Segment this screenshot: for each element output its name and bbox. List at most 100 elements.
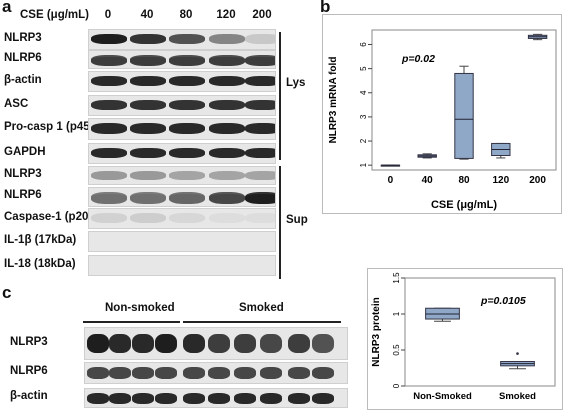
blot-row-label: ASC <box>4 97 29 110</box>
protein-band <box>245 55 275 66</box>
protein-band <box>288 367 310 379</box>
protein-band <box>209 213 245 223</box>
protein-band <box>209 148 245 158</box>
protein-band <box>169 148 205 158</box>
y-tick-label: 0 <box>392 383 401 388</box>
y-tick-label: 3 <box>359 114 368 119</box>
blot-row-label: β-actin <box>10 390 48 402</box>
protein-band <box>155 367 177 379</box>
blot-strip <box>84 388 348 408</box>
protein-band <box>91 148 127 158</box>
cse-header: CSE (μg/mL) <box>20 9 90 21</box>
protein-band <box>130 76 166 86</box>
protein-band <box>109 367 131 379</box>
protein-band <box>245 148 275 158</box>
category-label: 40 <box>422 175 434 186</box>
protein-band <box>208 367 230 379</box>
protein-band <box>183 334 205 353</box>
protein-band <box>209 123 245 134</box>
y-tick-label: 6 <box>359 42 368 47</box>
protein-band <box>130 55 166 66</box>
protein-band <box>132 393 154 404</box>
blot-row-label: GAPDH <box>4 145 46 158</box>
protein-band <box>209 34 245 44</box>
protein-band <box>130 148 166 158</box>
protein-band <box>260 334 282 353</box>
sup-label: Sup <box>286 214 308 226</box>
non-smoked-group-line <box>83 321 180 323</box>
y-tick-label: 1 <box>392 311 401 316</box>
blot-strip <box>88 187 276 207</box>
protein-band <box>209 100 245 110</box>
y-axis-label: NLRP3 protein <box>371 297 382 366</box>
protein-band <box>91 100 127 110</box>
y-tick-label: 1 <box>359 162 368 167</box>
protein-band <box>208 334 230 353</box>
blot-strip <box>88 71 276 92</box>
protein-band <box>288 334 310 353</box>
outlier-point <box>516 352 519 355</box>
concentration-label: 0 <box>104 9 112 21</box>
protein-band <box>91 171 127 180</box>
p-value-label: p=0.02 <box>401 53 435 65</box>
y-tick-label: 4 <box>359 90 368 95</box>
protein-band <box>87 334 109 353</box>
protein-band <box>130 171 166 180</box>
concentration-label: 200 <box>252 9 272 21</box>
protein-band <box>260 393 282 404</box>
protein-band <box>169 76 205 86</box>
protein-band <box>155 334 177 353</box>
protein-band <box>130 192 166 204</box>
protein-band <box>169 100 205 110</box>
protein-band <box>183 393 205 404</box>
protein-band <box>130 123 166 134</box>
blot-strip <box>88 29 276 50</box>
blot-row-label: NLRP3 <box>4 167 42 180</box>
blot-row-label: IL-18 (18kDa) <box>4 257 76 270</box>
protein-band <box>234 334 256 353</box>
blot-row-label: NLRP3 <box>10 335 48 348</box>
blot-strip <box>88 208 276 229</box>
protein-band <box>130 100 166 110</box>
protein-band <box>312 334 334 353</box>
protein-band <box>312 367 334 379</box>
protein-band <box>245 34 275 44</box>
blot-strip <box>88 231 276 252</box>
panel-c-letter: c <box>2 283 12 302</box>
blot-row-label: β-actin <box>4 73 42 86</box>
blot-strip <box>84 362 348 384</box>
plot-area <box>371 29 557 171</box>
category-label: Smoked <box>499 391 536 402</box>
protein-band <box>132 367 154 379</box>
protein-band <box>234 393 256 404</box>
protein-band <box>109 334 131 353</box>
protein-band <box>109 393 131 404</box>
smoked-group-line <box>183 321 341 323</box>
blot-strip <box>88 255 276 276</box>
concentration-label: 80 <box>179 9 193 21</box>
lys-bracket <box>279 32 281 160</box>
protein-band <box>245 76 275 86</box>
protein-band <box>91 192 127 204</box>
blot-row-label: NLRP6 <box>10 365 48 377</box>
protein-band <box>91 213 127 223</box>
blot-row-label: Caspase-1 (p20) <box>4 210 93 223</box>
blot-row-label: NLRP3 <box>4 31 42 44</box>
lys-label: Lys <box>286 77 306 89</box>
protein-band <box>312 393 334 404</box>
protein-band <box>169 123 205 134</box>
sup-bracket <box>279 166 281 279</box>
protein-band <box>209 76 245 86</box>
group-smoked-label: Smoked <box>239 302 284 314</box>
protein-band <box>208 393 230 404</box>
y-tick-label: 0.5 <box>392 344 401 356</box>
y-tick-label: 1.5 <box>392 272 401 284</box>
concentration-label: 120 <box>216 9 236 21</box>
protein-band <box>288 393 310 404</box>
protein-band <box>169 171 205 180</box>
protein-box-plot: 0 0.5 1 1.5 Non-Smoked Smoked NLRP3 protein p=0… <box>367 268 563 410</box>
protein-band <box>169 34 205 44</box>
protein-band <box>245 100 275 110</box>
protein-band <box>169 213 205 223</box>
blot-strip <box>88 118 276 140</box>
